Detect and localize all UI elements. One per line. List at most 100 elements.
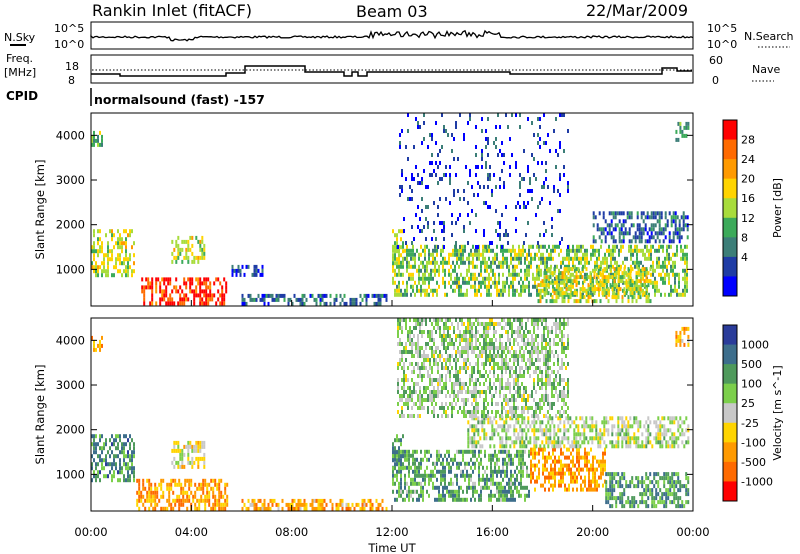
power-cell bbox=[512, 268, 514, 273]
velocity-cell bbox=[449, 378, 451, 382]
velocity-cell bbox=[588, 459, 590, 464]
power-cell bbox=[161, 277, 164, 282]
power-cell bbox=[486, 288, 488, 293]
power-cell bbox=[670, 244, 672, 249]
colorbar-swatch bbox=[723, 237, 737, 258]
power-cell bbox=[131, 269, 133, 274]
velocity-cell bbox=[445, 322, 447, 326]
power-cell bbox=[429, 133, 431, 137]
velocity-cell bbox=[529, 424, 532, 429]
power-cell bbox=[504, 256, 506, 261]
velocity-cell bbox=[586, 467, 588, 472]
velocity-cell bbox=[421, 394, 423, 398]
velocity-cell bbox=[421, 402, 423, 406]
power-cell bbox=[428, 276, 430, 281]
velocity-cell bbox=[677, 436, 680, 441]
velocity-cell bbox=[287, 502, 290, 507]
velocity-cell bbox=[127, 462, 129, 467]
power-cell bbox=[341, 297, 344, 302]
velocity-cell bbox=[427, 410, 429, 414]
power-cell bbox=[442, 276, 444, 281]
velocity-cell bbox=[456, 473, 458, 478]
power-cell bbox=[159, 301, 162, 306]
velocity-cell bbox=[486, 481, 488, 486]
power-cell bbox=[436, 292, 438, 297]
power-cell bbox=[422, 248, 424, 253]
power-cell bbox=[545, 271, 548, 276]
power-cell bbox=[520, 292, 522, 297]
noise-top-left: 10^5 bbox=[54, 22, 84, 35]
velocity-cell bbox=[429, 362, 431, 366]
velocity-cell bbox=[154, 494, 157, 499]
power-cell bbox=[271, 297, 274, 302]
power-cell bbox=[654, 284, 656, 289]
velocity-cell bbox=[603, 420, 606, 425]
velocity-cell bbox=[440, 493, 442, 498]
power-region-11 bbox=[675, 121, 690, 142]
velocity-cell bbox=[416, 473, 418, 478]
velocity-cell bbox=[440, 469, 442, 474]
power-cell bbox=[629, 291, 632, 296]
velocity-cell bbox=[552, 447, 554, 452]
power-cell bbox=[646, 239, 649, 244]
power-cell bbox=[432, 248, 434, 253]
velocity-cell bbox=[421, 330, 423, 334]
power-cell bbox=[590, 256, 592, 261]
power-cell bbox=[662, 227, 665, 232]
power-cell bbox=[295, 297, 298, 302]
power-cell bbox=[422, 260, 424, 265]
power-cell bbox=[434, 272, 436, 277]
velocity-cell bbox=[514, 497, 516, 502]
velocity-cell bbox=[446, 457, 448, 462]
velocity-cell bbox=[501, 436, 504, 441]
power-cell bbox=[670, 239, 673, 244]
power-cell bbox=[529, 177, 531, 181]
power-cell bbox=[417, 181, 419, 185]
power-cell bbox=[648, 248, 650, 253]
power-cell bbox=[586, 272, 588, 277]
power-cell bbox=[398, 253, 400, 258]
power-cell bbox=[580, 248, 582, 253]
velocity-cell bbox=[675, 504, 678, 509]
power-cell bbox=[209, 285, 212, 290]
power-cell bbox=[428, 280, 430, 285]
velocity-cell bbox=[101, 343, 103, 348]
velocity-cell bbox=[597, 432, 600, 437]
velocity-cell bbox=[447, 354, 449, 358]
power-cell bbox=[113, 245, 115, 250]
velocity-cell bbox=[677, 444, 680, 449]
power-cell bbox=[630, 256, 632, 261]
velocity-cell bbox=[433, 326, 435, 330]
power-cell bbox=[400, 229, 402, 234]
velocity-cell bbox=[653, 496, 656, 501]
velocity-cell bbox=[173, 464, 176, 469]
power-cell bbox=[185, 255, 188, 260]
velocity-cell bbox=[424, 469, 426, 474]
velocity-cell bbox=[434, 465, 436, 470]
power-cell bbox=[518, 272, 520, 277]
velocity-cell bbox=[204, 502, 207, 507]
power-cell bbox=[626, 256, 628, 261]
power-cell bbox=[585, 267, 588, 272]
power-cell bbox=[553, 189, 555, 193]
power-cell bbox=[567, 185, 569, 189]
velocity-cell bbox=[582, 455, 584, 460]
power-cell bbox=[167, 277, 170, 282]
velocity-cell bbox=[657, 500, 660, 505]
power-cell bbox=[528, 264, 530, 269]
power-cell bbox=[522, 288, 524, 293]
power-cell bbox=[544, 256, 546, 261]
power-cell bbox=[438, 264, 440, 269]
power-cell bbox=[478, 280, 480, 285]
velocity-cell bbox=[206, 486, 209, 491]
power-cell bbox=[645, 295, 648, 300]
power-cell bbox=[520, 276, 522, 281]
power-cell bbox=[433, 221, 435, 225]
power-cell bbox=[637, 279, 640, 284]
power-cell bbox=[630, 239, 633, 244]
velocity-cell bbox=[659, 420, 662, 425]
power-cell bbox=[553, 287, 556, 292]
velocity-cell bbox=[469, 436, 472, 441]
velocity-cell bbox=[458, 497, 460, 502]
power-cell bbox=[400, 260, 402, 265]
